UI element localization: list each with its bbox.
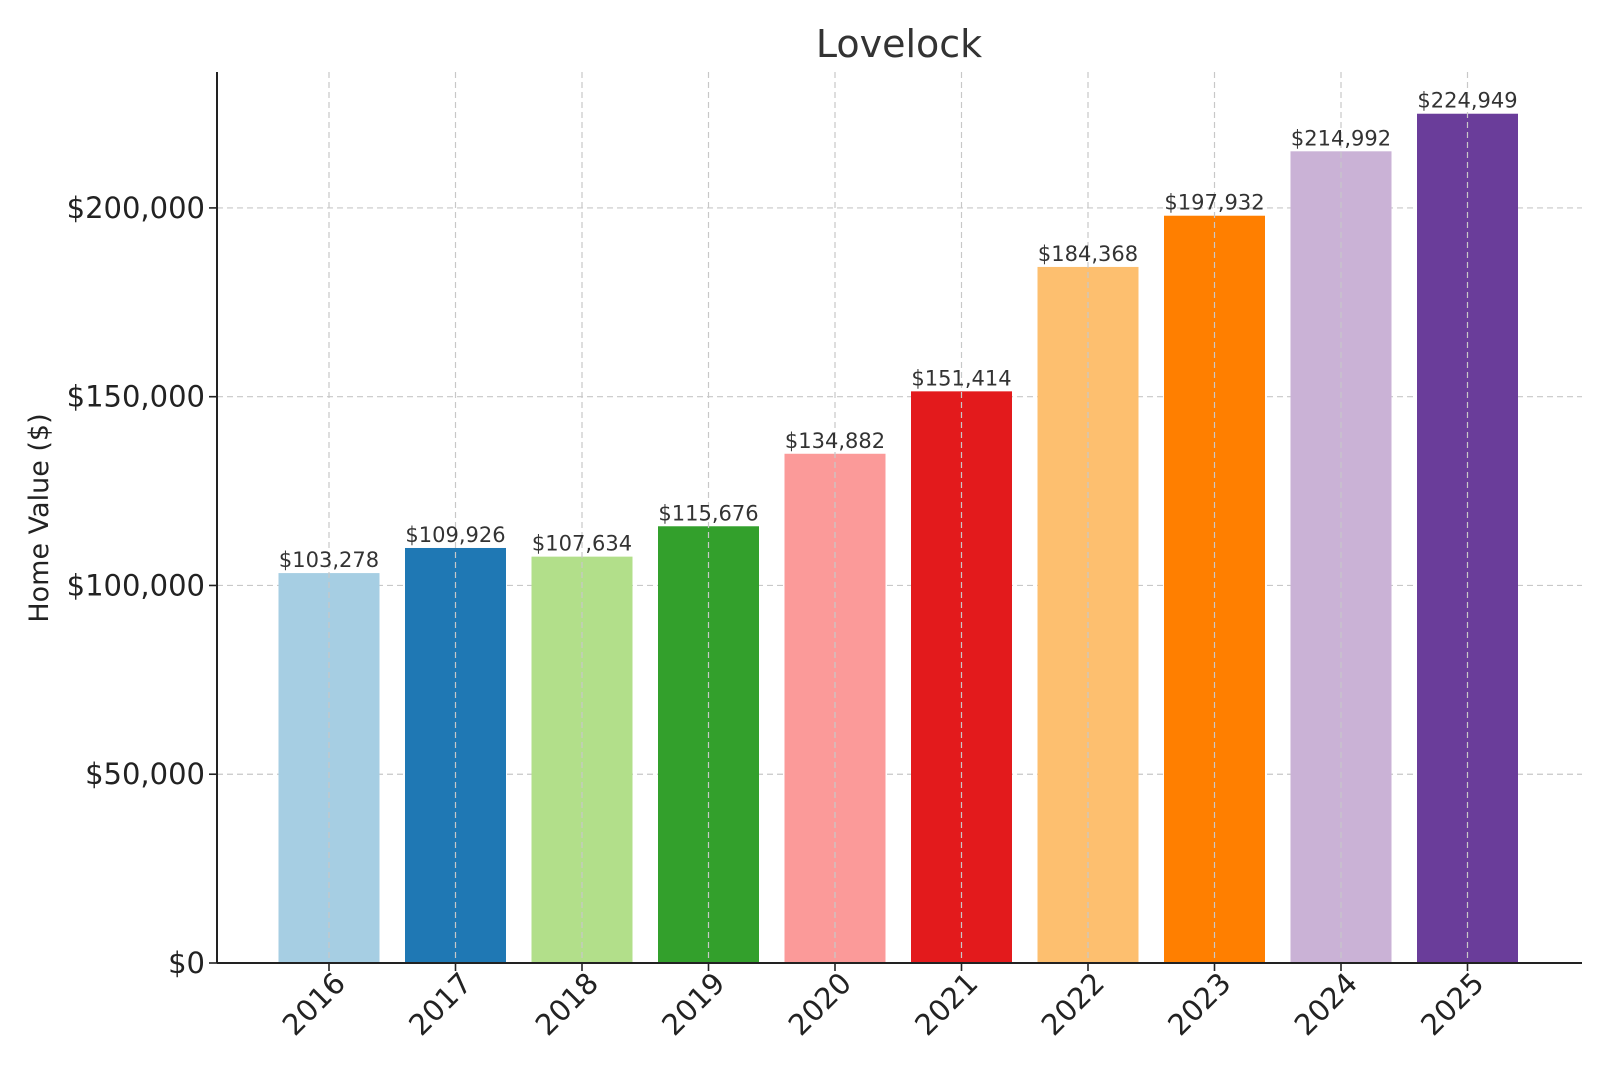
x-tick-label-2023: 2023 <box>1161 966 1237 1042</box>
x-tick-label-2021: 2021 <box>908 966 984 1042</box>
data-label-2020: $134,882 <box>785 429 885 453</box>
y-axis-label: Home Value ($) <box>24 413 55 622</box>
data-labels: $103,278 $109,926 $107,634 $115,676 $134,882… <box>279 89 1518 572</box>
bar-2016 <box>278 573 380 963</box>
x-tick-label-2017: 2017 <box>402 966 478 1042</box>
x-tick-label-2020: 2020 <box>782 966 858 1042</box>
x-tick-label-2024: 2024 <box>1288 966 1364 1042</box>
chart-title: Lovelock <box>816 22 982 66</box>
x-tick-label-2018: 2018 <box>529 966 605 1042</box>
y-tick-label: $200,000 <box>67 191 205 225</box>
y-tick-label: $100,000 <box>67 568 205 602</box>
data-label-2021: $151,414 <box>911 366 1011 390</box>
data-label-2025: $224,949 <box>1417 89 1517 113</box>
bars <box>278 72 1518 964</box>
data-label-2016: $103,278 <box>279 548 379 572</box>
data-label-2019: $115,676 <box>658 501 758 525</box>
x-tick-label-2022: 2022 <box>1035 966 1111 1042</box>
bar-2023 <box>1164 215 1265 963</box>
axes <box>216 72 1582 964</box>
y-tick-label: $0 <box>168 946 205 980</box>
y-tick-label: $50,000 <box>85 757 205 791</box>
data-label-2022: $184,368 <box>1038 242 1138 266</box>
grid-lines <box>217 207 1582 775</box>
y-tick-label: $150,000 <box>67 380 205 414</box>
x-tick-label-2019: 2019 <box>655 966 731 1042</box>
bar-2020 <box>784 453 886 963</box>
x-ticks: 2016 2017 2018 2019 2020 2021 2022 2023 2024 2025 <box>276 963 1490 1042</box>
y-ticks: $0 $50,000 $100,000 $150,000 $200,000 <box>67 191 217 980</box>
x-tick-label-2025: 2025 <box>1414 966 1490 1042</box>
data-label-2017: $109,926 <box>405 523 505 547</box>
data-label-2024: $214,992 <box>1291 126 1391 150</box>
x-tick-label-2016: 2016 <box>276 966 352 1042</box>
data-label-2018: $107,634 <box>532 532 632 556</box>
data-label-2023: $197,932 <box>1164 191 1264 215</box>
